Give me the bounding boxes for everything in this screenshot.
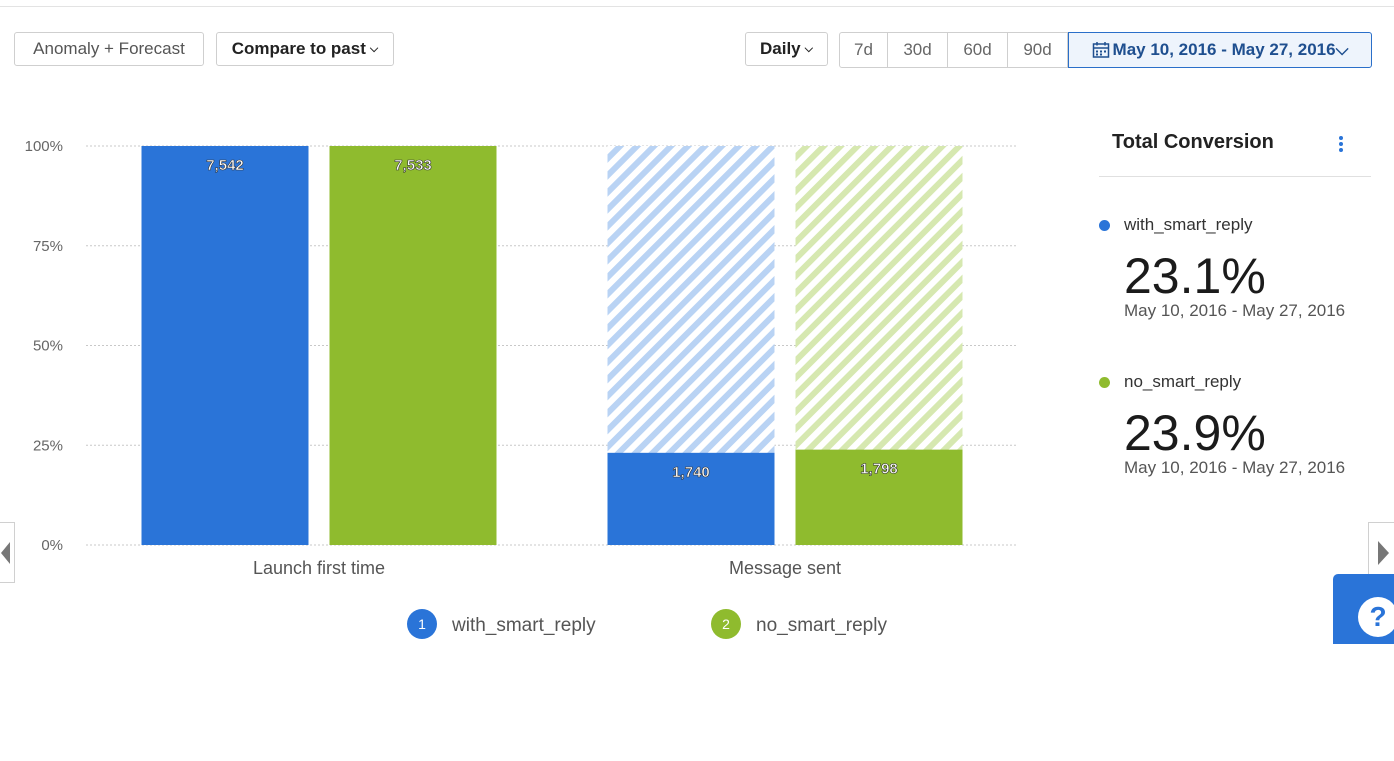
help-button[interactable]: ? [1333,574,1394,644]
legend-label[interactable]: with_smart_reply [451,615,596,636]
compare-to-past-label: Compare to past [231,39,366,58]
legend-index: 1 [418,616,426,632]
caret-right-icon [1378,541,1389,565]
question-icon: ? [1358,597,1394,637]
y-tick-label: 75% [33,238,63,255]
range-30d-button[interactable]: 30d [888,32,948,68]
range-90d-button[interactable]: 90d [1008,32,1068,68]
more-options-icon[interactable] [1332,134,1350,156]
panel-title: Total Conversion [1112,131,1274,153]
y-tick-label: 100% [25,138,63,155]
bar[interactable] [141,146,309,545]
chevron-down-icon: ⌵ [804,42,813,55]
anomaly-forecast-label: Anomaly + Forecast [33,39,185,58]
bar[interactable] [329,146,497,545]
panel-divider [1099,176,1371,177]
x-category-label: Launch first time [253,558,385,578]
bar-value-label: 1,798 [860,461,898,478]
chevron-down-icon: ⌵ [369,42,379,55]
legend-marker[interactable] [711,609,741,639]
top-divider [0,0,1394,7]
series-color-dot [1099,219,1110,231]
interval-dropdown[interactable]: Daily ⌵ [745,32,828,66]
chevron-down-icon: ⌵ [1335,40,1349,59]
date-range-picker[interactable]: May 10, 2016 - May 27, 2016 ⌵ [1068,32,1372,68]
bar[interactable] [795,449,963,545]
conversion-percent: 23.9% [1124,405,1266,461]
funnel-bar-chart: 0% 25% 50% 75% 100% 7,542 7,533 Launch first ti… [25,138,1018,639]
compare-to-past-dropdown[interactable]: Compare to past ⌵ [216,32,394,66]
legend-index: 2 [722,616,730,632]
scroll-right-button[interactable] [1368,522,1394,583]
conversion-percent: 23.1% [1124,248,1266,304]
bar-value-label: 1,740 [672,464,710,481]
anomaly-forecast-button[interactable]: Anomaly + Forecast [14,32,204,66]
series-name: no_smart_reply [1124,372,1242,391]
x-category-label: Message sent [729,558,841,578]
legend-marker[interactable] [407,609,437,639]
interval-label: Daily [760,39,801,58]
bar-value-label: 7,533 [394,157,432,174]
caret-left-icon [1,542,10,564]
series-name: with_smart_reply [1124,215,1253,234]
bar[interactable] [607,452,775,545]
conversion-item-with-smart-reply: with_smart_reply 23.1% May 10, 2016 - Ma… [1099,215,1379,321]
y-tick-label: 25% [33,437,63,454]
conversion-date-range: May 10, 2016 - May 27, 2016 [1124,458,1346,477]
date-range-selector: 7d 30d 60d 90d May 10, 2016 - May 27, 20… [839,32,1372,68]
y-tick-label: 50% [33,338,63,355]
conversion-date-range: May 10, 2016 - May 27, 2016 [1124,301,1346,320]
bar-value-label: 7,542 [206,157,244,174]
date-range-label: May 10, 2016 - May 27, 2016 [1112,40,1336,59]
scroll-left-button[interactable] [0,522,15,583]
range-60d-button[interactable]: 60d [948,32,1008,68]
range-7d-button[interactable]: 7d [839,32,888,68]
series-color-dot [1099,376,1110,388]
conversion-item-no-smart-reply: no_smart_reply 23.9% May 10, 2016 - May … [1099,372,1379,478]
legend-label[interactable]: no_smart_reply [756,615,887,636]
y-tick-label: 0% [41,537,63,554]
calendar-icon [1092,42,1109,58]
